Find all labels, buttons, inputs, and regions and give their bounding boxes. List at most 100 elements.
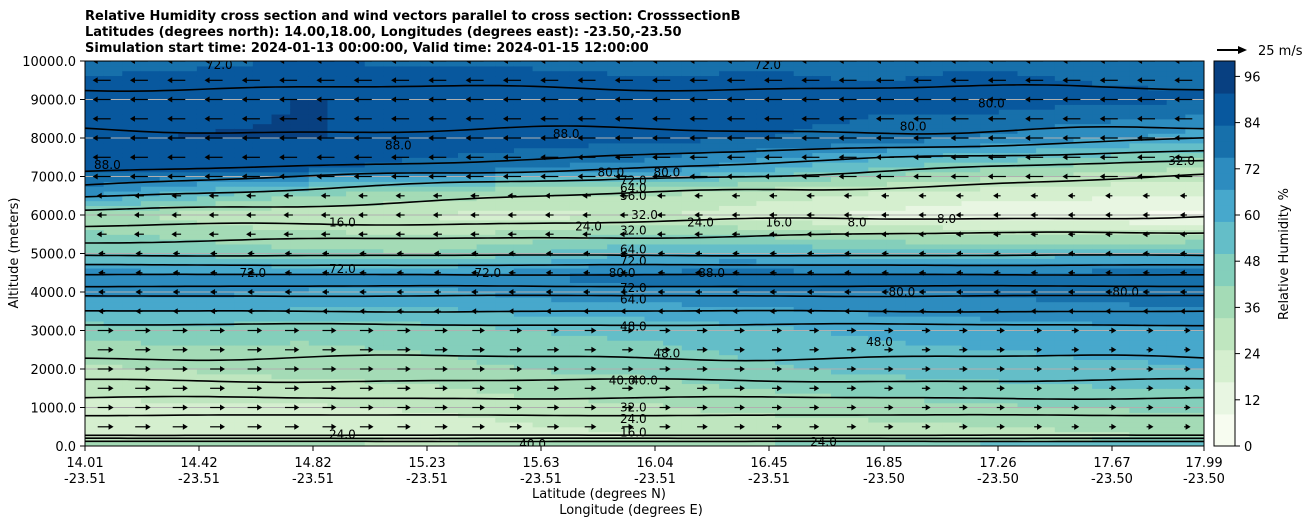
field-cell [1073,417,1093,423]
field-cell [271,402,291,409]
field-cell [551,306,571,312]
field-cell [868,147,888,154]
field-cell [1054,80,1075,86]
field-cell [886,61,907,67]
field-cell [420,152,440,158]
field-cell [737,393,757,399]
field-cell [458,75,478,81]
field-cell [402,359,422,365]
field-cell [364,354,384,360]
field-cell [346,267,366,274]
field-cell [308,301,329,308]
field-cell [402,118,422,125]
field-cell [346,354,366,360]
field-cell [476,94,496,101]
field-cell [1092,190,1112,197]
field-cell [234,104,254,110]
field-cell [178,426,198,433]
field-cell [271,272,291,279]
field-cell [663,243,683,250]
field-cell [942,210,963,216]
field-cell [495,147,515,154]
field-cell [178,133,198,139]
field-cell [737,123,757,129]
field-cell [420,85,440,91]
field-cell [719,383,739,389]
field-cell [1036,61,1056,67]
field-cell [1036,75,1056,81]
field-cell [924,426,944,433]
field-cell [476,330,496,336]
field-cell [756,272,776,279]
field-cell [122,75,142,81]
field-cell [271,128,291,134]
field-cell [1092,301,1112,308]
field-cell [420,176,440,182]
field-cell [402,402,422,409]
field-cell [1092,344,1112,351]
field-cell [1036,210,1056,216]
field-cell [122,373,142,380]
field-cell [831,142,851,149]
field-cell [1129,152,1149,158]
field-cell [905,234,925,240]
field-cell [980,421,1000,428]
field-cell [532,397,552,404]
field-cell [793,296,813,303]
field-cell [252,354,273,360]
field-cell [159,364,179,370]
field-cell [1017,258,1037,264]
field-cell [793,402,813,409]
field-cell [196,402,217,409]
field-cell [719,224,739,231]
field-cell [252,138,273,144]
field-cell [290,176,310,182]
field-cell [924,133,944,139]
field-cell [290,248,310,255]
field-cell [122,210,142,216]
field-cell [532,224,552,231]
field-cell [1110,316,1130,322]
field-cell [364,393,384,399]
field-cell [215,316,235,322]
field-cell [625,292,646,298]
field-cell [868,65,888,72]
field-cell [1148,128,1168,134]
field-cell [271,296,291,303]
field-cell [402,166,422,173]
field-cell [1017,421,1037,428]
field-cell [513,152,534,158]
field-cell [234,186,254,192]
field-cell [252,147,273,154]
field-cell [700,393,720,399]
field-cell [346,219,366,226]
field-cell [178,85,198,91]
field-cell [1148,99,1168,105]
field-cell [849,431,869,437]
field-cell [868,441,888,446]
field-cell [980,354,1000,360]
field-cell [1036,147,1056,154]
field-cell [476,142,496,149]
field-cell [886,171,907,178]
field-cell [458,248,478,255]
field-cell [532,436,552,442]
field-cell [588,426,608,433]
field-cell [495,123,515,129]
field-cell [252,292,273,298]
field-cell [644,113,664,120]
field-cell [737,200,757,206]
field-cell [868,113,888,120]
contour-line [85,125,1204,135]
field-cell [681,378,702,385]
field-cell [663,181,683,187]
field-cell [364,176,384,182]
field-cell [924,89,944,96]
field-cell [942,113,963,120]
field-cell [1017,431,1037,437]
field-cell [178,340,198,346]
field-cell [402,176,422,182]
field-cell [1073,441,1093,446]
field-cell [327,335,347,341]
field-cell [1017,364,1037,370]
